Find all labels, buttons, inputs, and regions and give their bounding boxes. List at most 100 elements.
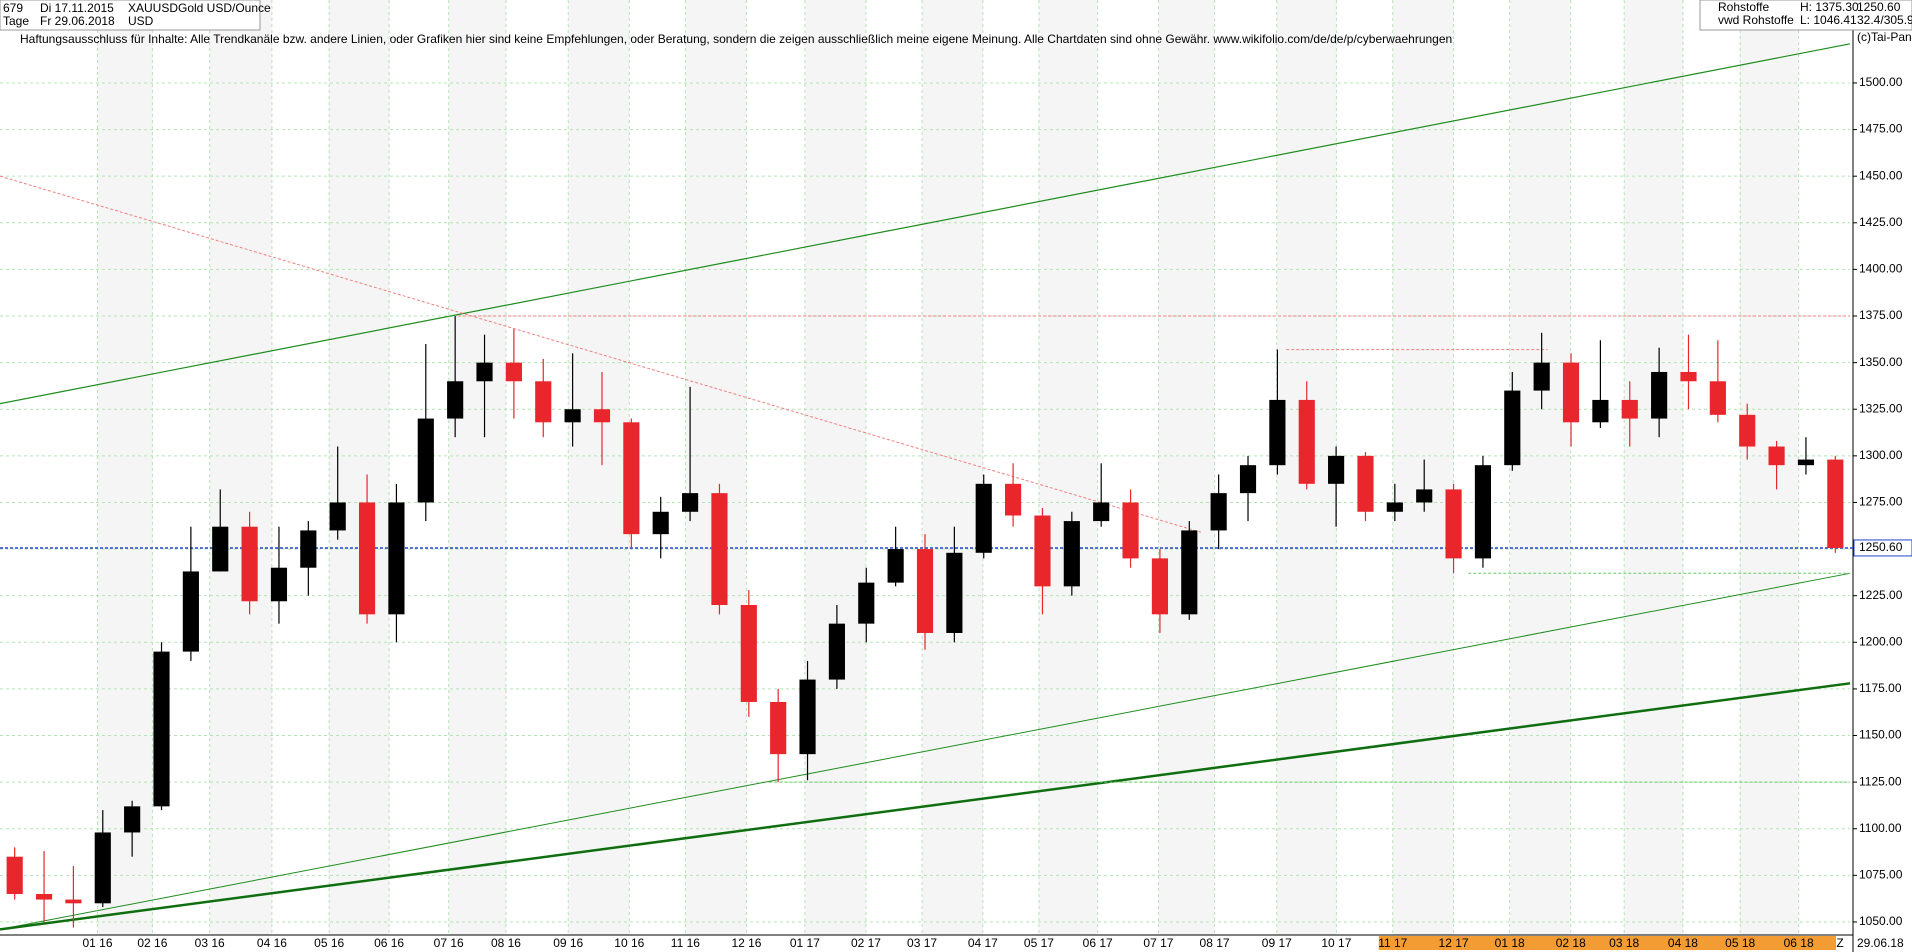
candle-body bbox=[740, 605, 757, 702]
x-tick-label: 07 16 bbox=[434, 936, 464, 950]
candle-body bbox=[447, 381, 464, 419]
y-tick-label: 1175.00 bbox=[1859, 681, 1902, 695]
candle-body bbox=[1680, 371, 1697, 382]
candle-body bbox=[241, 526, 258, 602]
candle-body bbox=[1239, 465, 1257, 494]
candle-body bbox=[329, 502, 346, 531]
candle-body bbox=[1621, 399, 1638, 419]
month-band bbox=[568, 0, 630, 935]
x-tick-label: 04 18 bbox=[1668, 936, 1698, 950]
x-tick-label: 05 18 bbox=[1725, 936, 1755, 950]
month-band bbox=[329, 0, 390, 935]
y-tick-label: 1125.00 bbox=[1859, 774, 1902, 788]
y-tick-label: 1450.00 bbox=[1859, 168, 1903, 182]
candle-body bbox=[711, 493, 728, 605]
month-band bbox=[685, 0, 747, 935]
candle-body bbox=[682, 493, 699, 512]
y-tick-label: 1425.00 bbox=[1859, 215, 1903, 229]
candle-body bbox=[1328, 455, 1345, 484]
y-tick-label: 1275.00 bbox=[1859, 495, 1903, 509]
x-tick-label: 09 16 bbox=[553, 936, 583, 950]
current-price-label: 1250.60 bbox=[1859, 540, 1903, 554]
candle-body bbox=[1034, 515, 1051, 587]
month-band bbox=[922, 0, 983, 935]
candle-body bbox=[1592, 399, 1609, 423]
time-highlight bbox=[1378, 936, 1836, 950]
month-band bbox=[209, 0, 272, 935]
y-tick-label: 1375.00 bbox=[1859, 308, 1903, 322]
x-tick-label: 10 16 bbox=[614, 936, 644, 950]
x-tick-label: 05 16 bbox=[314, 936, 344, 950]
y-tick-label: 1300.00 bbox=[1859, 448, 1903, 462]
x-tick-label: 02 16 bbox=[137, 936, 167, 950]
header-text: vwd Rohstoffe bbox=[1718, 13, 1794, 27]
candle-body bbox=[1533, 362, 1550, 391]
candle-body bbox=[828, 623, 845, 680]
candle-body bbox=[1739, 414, 1756, 447]
candle-body bbox=[270, 567, 288, 602]
candle-body bbox=[946, 552, 963, 633]
candle-body bbox=[476, 362, 493, 382]
month-band bbox=[1740, 0, 1799, 935]
y-tick-label: 1200.00 bbox=[1859, 634, 1903, 648]
y-tick-label: 1075.00 bbox=[1859, 868, 1903, 882]
candle-body bbox=[358, 502, 376, 615]
x-tick-label: 01 16 bbox=[82, 936, 112, 950]
y-tick-label: 1100.00 bbox=[1859, 821, 1902, 835]
candle-body bbox=[1357, 455, 1374, 512]
x-tick-label: 09 17 bbox=[1262, 936, 1292, 950]
header-text: Fr 29.06.2018 bbox=[40, 14, 115, 28]
candle-body bbox=[1504, 390, 1521, 466]
candle-body bbox=[1797, 459, 1815, 466]
header-box bbox=[0, 0, 261, 31]
x-tick-label: 04 17 bbox=[968, 936, 998, 950]
x-tick-label: 12 17 bbox=[1439, 936, 1469, 950]
candle-body bbox=[1005, 483, 1022, 516]
x-tick-label: 06 17 bbox=[1083, 936, 1113, 950]
y-tick-label: 1500.00 bbox=[1859, 75, 1903, 89]
candle-body bbox=[1386, 502, 1403, 512]
x-tick-label: 01 17 bbox=[790, 936, 820, 950]
header-text: 1250.60 bbox=[1857, 0, 1901, 14]
y-tick-label: 1475.00 bbox=[1859, 122, 1903, 136]
candle-body bbox=[94, 832, 111, 904]
month-band bbox=[97, 0, 153, 935]
x-tick-label: 07 17 bbox=[1143, 936, 1173, 950]
y-tick-label: 1350.00 bbox=[1859, 355, 1903, 369]
candle-body bbox=[1093, 502, 1110, 522]
candle-body bbox=[916, 549, 934, 633]
header-text: L: 1046.41 bbox=[1800, 13, 1857, 27]
candle-body bbox=[887, 549, 904, 583]
x-tick-label: 11 16 bbox=[671, 936, 700, 950]
month-band bbox=[448, 0, 506, 935]
trend-line bbox=[0, 43, 1851, 405]
candle-body bbox=[1210, 493, 1227, 531]
header-text: 679 bbox=[3, 1, 23, 15]
candle-body bbox=[1709, 381, 1726, 415]
candle-body bbox=[300, 530, 317, 568]
header-text: H: 1375.30 bbox=[1800, 0, 1859, 14]
header-text: XAUUSD bbox=[128, 1, 178, 15]
x-tick-label: 02 18 bbox=[1556, 936, 1586, 950]
candle-body bbox=[799, 679, 816, 755]
trend-line bbox=[0, 175, 1202, 533]
candle-body bbox=[35, 893, 53, 900]
header-right-box bbox=[1699, 0, 1912, 31]
candle-body bbox=[564, 409, 581, 423]
candle-body bbox=[1416, 489, 1433, 503]
month-band bbox=[1158, 0, 1215, 935]
month-band bbox=[1038, 0, 1098, 935]
candle-body bbox=[770, 701, 787, 755]
candle-body bbox=[153, 651, 170, 807]
candle-body bbox=[1063, 521, 1080, 587]
candle-body bbox=[124, 806, 141, 833]
candle-body bbox=[417, 418, 434, 503]
x-tick-label: 10 17 bbox=[1321, 936, 1351, 950]
candle-body bbox=[858, 582, 875, 624]
candle-body bbox=[505, 362, 522, 382]
header-text: Rohstoffe bbox=[1718, 0, 1769, 14]
candle-body bbox=[623, 422, 640, 535]
x-tick-label: 03 17 bbox=[907, 936, 937, 950]
